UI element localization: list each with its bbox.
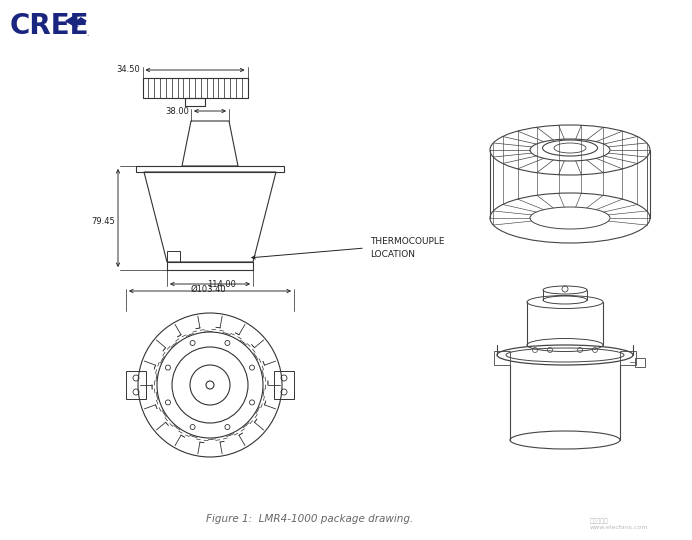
Bar: [167, 251, 180, 262]
Text: 34.50: 34.50: [117, 65, 140, 75]
Text: CREE: CREE: [10, 12, 89, 40]
Text: 38.00: 38.00: [165, 106, 189, 116]
Bar: [143, 78, 248, 98]
Bar: [635, 358, 645, 367]
Text: THERMOCOUPLE
LOCATION: THERMOCOUPLE LOCATION: [370, 237, 444, 259]
Text: 114.00: 114.00: [208, 280, 237, 289]
Bar: [494, 351, 510, 365]
Bar: [136, 166, 284, 172]
Polygon shape: [74, 17, 80, 21]
Polygon shape: [74, 21, 80, 25]
Bar: [620, 351, 636, 365]
Bar: [126, 371, 146, 399]
Text: Figure 1:  LMR4-1000 package drawing.: Figure 1: LMR4-1000 package drawing.: [206, 514, 414, 524]
Text: 79.45: 79.45: [91, 217, 115, 226]
Bar: [167, 262, 253, 270]
Text: Ø103.40: Ø103.40: [190, 285, 226, 294]
Polygon shape: [66, 15, 86, 27]
Text: 电子发烧友
www.elecfans.com: 电子发烧友 www.elecfans.com: [590, 518, 648, 530]
Bar: [185, 98, 205, 106]
Text: .: .: [86, 31, 89, 37]
Bar: [274, 371, 294, 399]
